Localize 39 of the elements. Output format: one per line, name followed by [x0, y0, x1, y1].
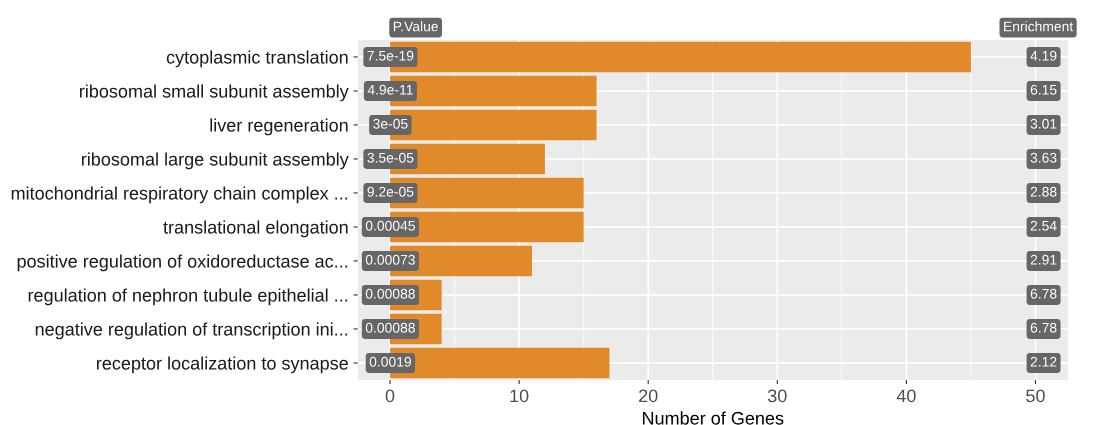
annotation: 3.63	[1030, 152, 1057, 163]
annotation: 2.12	[1030, 356, 1057, 367]
annotation: 3e-05	[373, 118, 408, 129]
y-tick-label: ribosomal large subunit assembly	[81, 152, 349, 170]
x-tick-label: 10	[510, 389, 529, 403]
x-tick-label: 40	[896, 389, 916, 403]
annotation: 7.5e-19	[367, 50, 414, 61]
y-tick-label: liver regeneration	[210, 118, 348, 136]
y-tick-label: negative regulation of transcription ini...	[35, 322, 348, 340]
annotation: 6.78	[1030, 322, 1057, 333]
x-tick-label: 20	[639, 389, 658, 403]
y-tick-label: translational elongation	[163, 220, 348, 238]
x-axis-title: Number of Genes	[642, 411, 784, 425]
annotation: 2.54	[1030, 220, 1057, 231]
annotation: 0.0019	[369, 356, 411, 367]
annotation: 9.2e-05	[367, 186, 414, 197]
annotation: 4.19	[1030, 50, 1057, 61]
x-tick-label: 30	[767, 389, 787, 403]
annotation: 6.15	[1030, 84, 1057, 95]
text: P.Value	[393, 21, 438, 32]
annotation: 0.00045	[365, 220, 415, 231]
annotation: 4.9e-11	[367, 84, 413, 95]
y-tick-label: mitochondrial respiratory chain complex ...	[11, 186, 348, 204]
annotation: 3.01	[1030, 118, 1057, 129]
annotation: 0.00088	[365, 288, 415, 299]
x-tick-label: 50	[1026, 389, 1045, 403]
annotation: 3.5e-05	[367, 152, 414, 163]
y-tick-label: regulation of nephron tubule epithelial ...	[28, 288, 348, 306]
annotation: 0.00088	[365, 322, 415, 333]
y-tick-label: receptor localization to synapse	[97, 356, 348, 374]
text: Enrichment	[1004, 21, 1074, 32]
annotation: 2.91	[1030, 254, 1057, 265]
annotation: 6.78	[1030, 288, 1057, 299]
y-tick-label: positive regulation of oxidoreductase ac...	[17, 254, 348, 272]
y-tick-label: cytoplasmic translation	[166, 50, 348, 68]
annotation: 2.88	[1030, 186, 1057, 197]
x-tick-label: 0	[385, 389, 395, 403]
y-tick-label: ribosomal small subunit assembly	[79, 84, 349, 102]
annotation: 0.00073	[365, 254, 415, 265]
